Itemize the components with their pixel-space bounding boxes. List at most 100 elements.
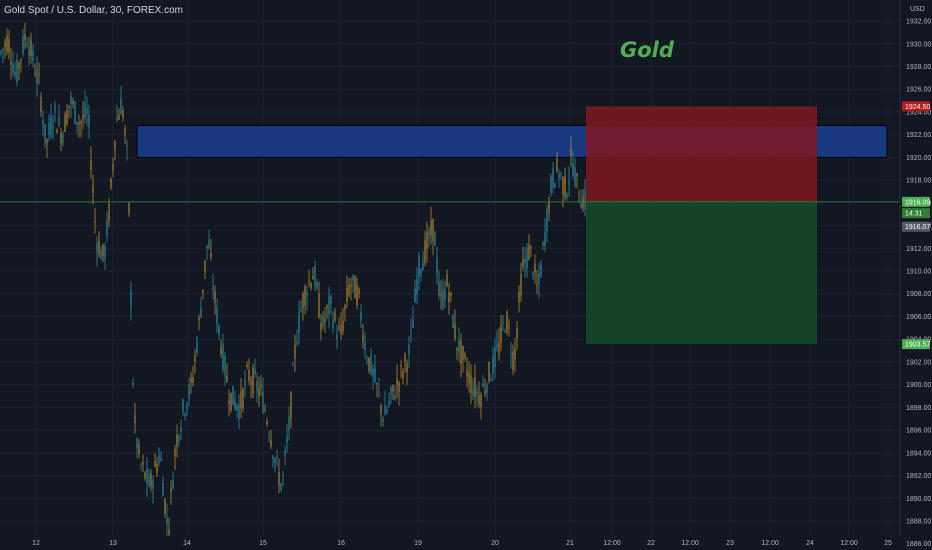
candle-body	[108, 203, 110, 222]
candle-body	[516, 328, 518, 339]
candle-body	[68, 105, 70, 108]
candle-body	[380, 405, 382, 414]
price-badge-label: 1924.50	[905, 104, 930, 111]
candle-body	[558, 173, 560, 179]
candle-body	[4, 42, 6, 47]
candle-body	[144, 472, 146, 479]
candle-body	[116, 118, 118, 121]
candle-body	[260, 384, 262, 388]
candle-body	[86, 107, 88, 114]
candle-body	[56, 129, 58, 134]
candle-body	[0, 51, 2, 54]
candle-body	[570, 149, 572, 157]
time-tick-label: 22	[647, 540, 655, 547]
candle-body	[492, 355, 494, 374]
candle-body	[182, 399, 184, 411]
candle-body	[386, 409, 388, 413]
candle-body	[410, 330, 412, 332]
time-tick-label: 25	[884, 540, 892, 547]
candle-body	[128, 203, 130, 214]
candle-body	[88, 114, 90, 127]
candle-body	[580, 203, 582, 209]
candle-body	[396, 378, 398, 385]
candle-body	[416, 278, 418, 295]
candle-body	[168, 530, 170, 535]
price-badge	[902, 196, 930, 207]
candle-body	[510, 353, 512, 355]
candle-body	[360, 311, 362, 321]
candle-body	[30, 38, 32, 57]
candle-body	[28, 46, 30, 57]
time-axis-ticks: 12 13 14 15 16 19 20 21 12:00 22 12:00 23 12:00 24 12:…	[32, 540, 892, 547]
candle-body	[442, 289, 444, 308]
candle-body	[392, 384, 394, 391]
candle-body	[160, 458, 162, 461]
candle-body	[126, 145, 128, 147]
candle-body	[124, 128, 126, 135]
candle-body	[230, 392, 232, 411]
candle-body	[248, 369, 250, 381]
candle-body	[422, 261, 424, 271]
candle-body	[104, 245, 106, 259]
candle-body	[456, 347, 458, 351]
currency-label: USD	[910, 6, 925, 13]
candle-body	[328, 296, 330, 315]
candle-body	[572, 163, 574, 176]
candle-body	[222, 343, 224, 370]
candle-body	[566, 193, 568, 198]
candle-body	[42, 120, 44, 126]
candle-body	[550, 176, 552, 193]
candle-body	[514, 348, 516, 359]
candle-body	[294, 344, 296, 359]
candle-body	[188, 384, 190, 399]
candle-body	[48, 123, 50, 135]
candle-body	[210, 252, 212, 258]
candle-body	[314, 265, 316, 286]
candle-body	[302, 293, 304, 309]
time-tick-label: 20	[491, 540, 499, 547]
candle-body	[38, 73, 40, 76]
candle-body	[120, 98, 122, 115]
candle-body	[286, 437, 288, 443]
candle-body	[508, 326, 510, 330]
candle-body	[238, 404, 240, 420]
candle-body	[202, 289, 204, 293]
time-tick-label: 16	[337, 540, 345, 547]
candle-body	[282, 474, 284, 475]
candle-body	[356, 284, 358, 306]
candle-body	[476, 390, 478, 395]
candle-body	[112, 163, 114, 170]
candle-body	[374, 368, 376, 382]
candle-body	[306, 292, 308, 298]
candle-body	[468, 372, 470, 384]
candle-body	[252, 368, 254, 394]
time-axis[interactable]	[0, 536, 932, 550]
candle-body	[486, 384, 488, 394]
candle-body	[266, 421, 268, 425]
candle-body	[10, 61, 12, 66]
candle-body	[74, 101, 76, 124]
price-tick-label: 1932.00	[906, 19, 931, 26]
price-tick-label: 1886.00	[906, 541, 931, 548]
candle-body	[176, 434, 178, 447]
candle-body	[518, 292, 520, 302]
candle-body	[462, 345, 464, 361]
candle-body	[364, 342, 366, 351]
price-axis[interactable]	[900, 0, 932, 550]
candle-body	[216, 306, 218, 325]
time-tick-label: 19	[414, 540, 422, 547]
candle-body	[450, 292, 452, 296]
candle-body	[246, 364, 248, 367]
candle-body	[564, 175, 566, 199]
candle-body	[320, 322, 322, 332]
candle-body	[280, 483, 282, 490]
candle-body	[122, 110, 124, 118]
candle-body	[72, 101, 74, 104]
price-tick-label: 1896.00	[906, 428, 931, 435]
candle-body	[406, 363, 408, 373]
candle-body	[204, 260, 206, 272]
candle-body	[426, 232, 428, 250]
price-badge	[902, 101, 930, 112]
time-tick-label: 23	[726, 540, 734, 547]
